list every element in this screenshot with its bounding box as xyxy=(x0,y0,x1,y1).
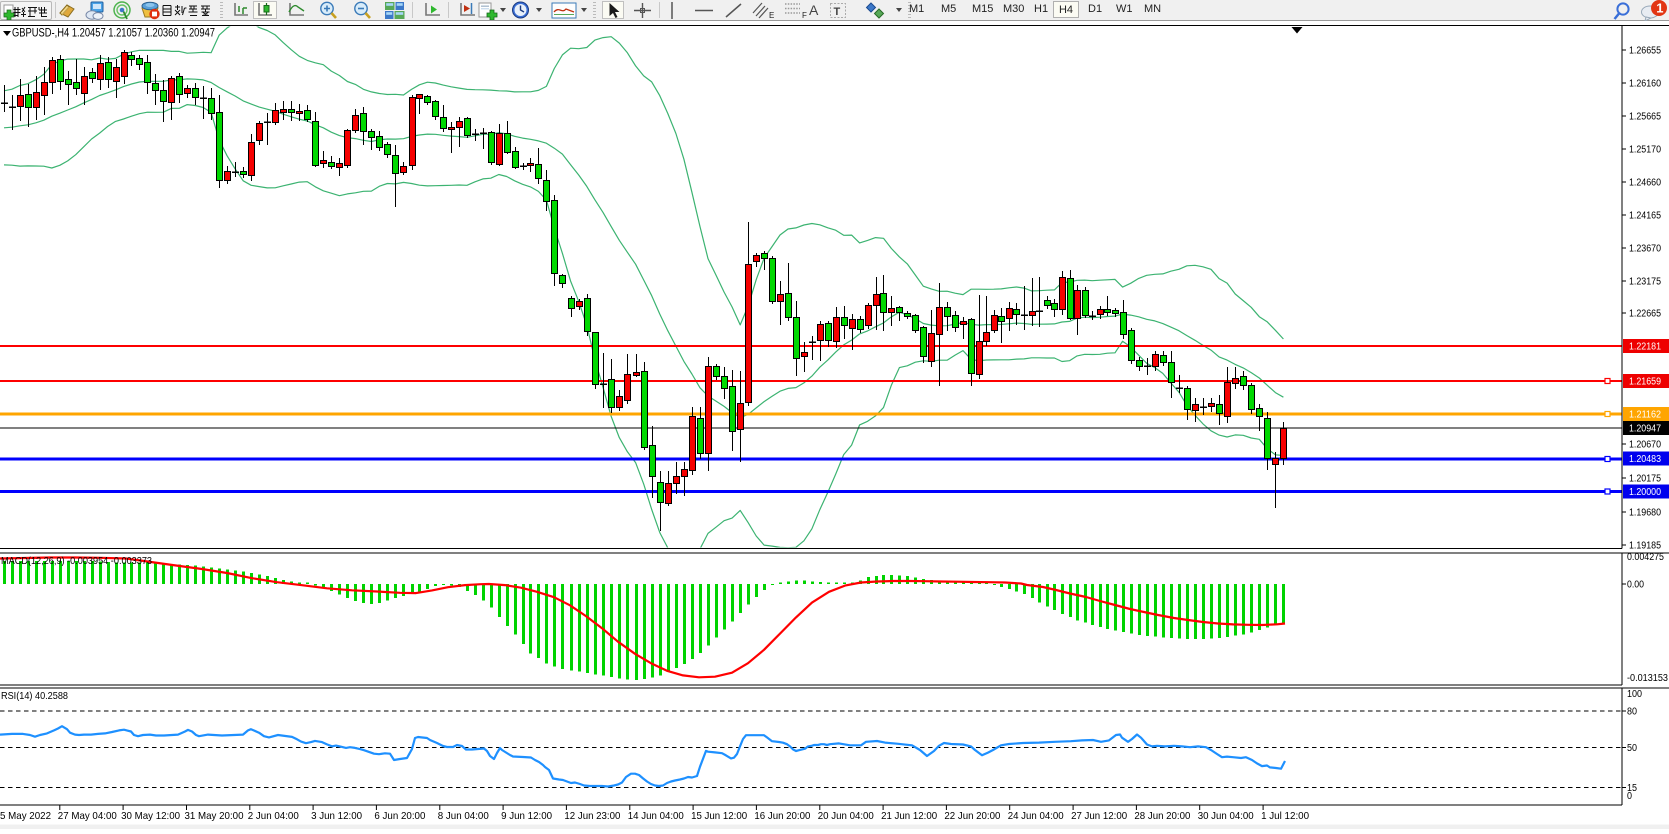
svg-text:1.23175: 1.23175 xyxy=(1629,277,1661,288)
svg-text:24 Jun 04:00: 24 Jun 04:00 xyxy=(1008,810,1064,822)
svg-text:1.22181: 1.22181 xyxy=(1629,342,1661,353)
svg-text:T: T xyxy=(834,6,841,18)
svg-text:1.24660: 1.24660 xyxy=(1629,178,1661,189)
svg-text:1.25665: 1.25665 xyxy=(1629,112,1661,123)
svg-text:50: 50 xyxy=(1627,743,1637,754)
svg-text:3 Jun 12:00: 3 Jun 12:00 xyxy=(311,810,362,822)
svg-text:1.26160: 1.26160 xyxy=(1629,79,1661,90)
svg-text:E: E xyxy=(769,11,774,20)
svg-text:1.26655: 1.26655 xyxy=(1629,46,1661,57)
svg-text:1 Jul 12:00: 1 Jul 12:00 xyxy=(1261,810,1309,822)
svg-text:15: 15 xyxy=(1627,783,1637,794)
svg-text:30 May 12:00: 30 May 12:00 xyxy=(121,810,180,822)
svg-text:27 May 04:00: 27 May 04:00 xyxy=(58,810,117,822)
svg-text:F: F xyxy=(802,11,807,20)
svg-text:0.004275: 0.004275 xyxy=(1627,552,1664,563)
svg-text:RSI(14) 40.2588: RSI(14) 40.2588 xyxy=(1,690,68,702)
svg-text:100: 100 xyxy=(1627,689,1642,700)
svg-text:8 Jun 04:00: 8 Jun 04:00 xyxy=(438,810,489,822)
svg-text:1.23670: 1.23670 xyxy=(1629,244,1661,255)
svg-text:28 Jun 20:00: 28 Jun 20:00 xyxy=(1134,810,1190,822)
svg-text:14 Jun 04:00: 14 Jun 04:00 xyxy=(628,810,684,822)
svg-text:1.19185: 1.19185 xyxy=(1629,541,1661,552)
svg-text:MACD(12,26,9) -0.003954 -0.003: MACD(12,26,9) -0.003954 -0.003373 xyxy=(1,555,152,567)
svg-text:1.21659: 1.21659 xyxy=(1629,377,1661,388)
svg-text:21 Jun 12:00: 21 Jun 12:00 xyxy=(881,810,937,822)
svg-text:80: 80 xyxy=(1627,707,1637,718)
svg-text:30 Jun 04:00: 30 Jun 04:00 xyxy=(1198,810,1254,822)
svg-text:12 Jun 23:00: 12 Jun 23:00 xyxy=(564,810,620,822)
svg-text:6 Jun 20:00: 6 Jun 20:00 xyxy=(374,810,425,822)
svg-text:20 Jun 04:00: 20 Jun 04:00 xyxy=(818,810,874,822)
svg-text:1.24165: 1.24165 xyxy=(1629,211,1661,222)
svg-text:1.20947: 1.20947 xyxy=(1629,424,1661,435)
svg-text:5 May 2022: 5 May 2022 xyxy=(0,810,51,822)
svg-text:22 Jun 20:00: 22 Jun 20:00 xyxy=(944,810,1000,822)
svg-text:0.00: 0.00 xyxy=(1627,580,1644,591)
svg-text:31 May 20:00: 31 May 20:00 xyxy=(185,810,244,822)
svg-text:1.20483: 1.20483 xyxy=(1629,454,1661,465)
svg-text:15 Jun 12:00: 15 Jun 12:00 xyxy=(691,810,747,822)
svg-text:16 Jun 20:00: 16 Jun 20:00 xyxy=(754,810,810,822)
svg-text:1.19680: 1.19680 xyxy=(1629,508,1661,519)
svg-text:9 Jun 12:00: 9 Jun 12:00 xyxy=(501,810,552,822)
svg-text:27 Jun 12:00: 27 Jun 12:00 xyxy=(1071,810,1127,822)
svg-text:1.20175: 1.20175 xyxy=(1629,474,1661,485)
svg-text:1: 1 xyxy=(1656,1,1663,16)
svg-text:0: 0 xyxy=(1627,791,1632,802)
svg-text:1.20670: 1.20670 xyxy=(1629,440,1661,451)
svg-text:1.22665: 1.22665 xyxy=(1629,309,1661,320)
svg-text:1.20000: 1.20000 xyxy=(1629,487,1661,498)
svg-text:GBPUSD-,H4 1.20457 1.21057 1.: GBPUSD-,H4 1.20457 1.21057 1.20360 1.209… xyxy=(12,28,215,40)
svg-text:1.25170: 1.25170 xyxy=(1629,145,1661,156)
svg-text:2 Jun 04:00: 2 Jun 04:00 xyxy=(248,810,299,822)
svg-text:-0.013153: -0.013153 xyxy=(1627,673,1668,684)
svg-text:1.21162: 1.21162 xyxy=(1629,410,1661,421)
